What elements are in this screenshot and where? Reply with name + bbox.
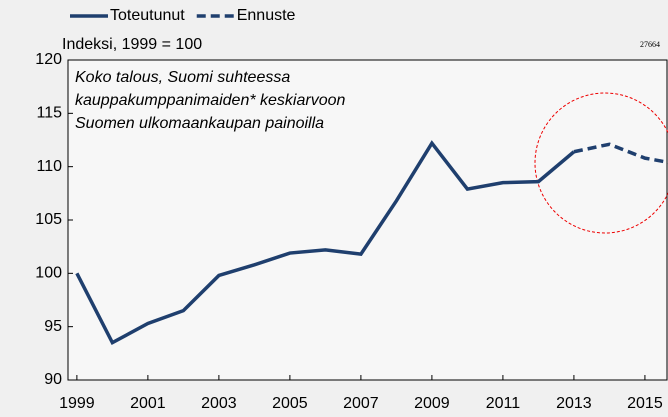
plot-area bbox=[67, 59, 668, 381]
line-series bbox=[573, 142, 668, 165]
annotation: kauppakumppanimaiden* keskiarvoon bbox=[75, 92, 345, 109]
y-tick-label: 95 bbox=[44, 318, 62, 335]
x-tick-label: 2009 bbox=[414, 395, 450, 412]
x-tick-label: 2015 bbox=[627, 395, 663, 412]
annotation: Koko talous, Suomi suhteessa bbox=[75, 69, 290, 86]
y-tick-label: 100 bbox=[35, 265, 62, 282]
x-tick-label: 1999 bbox=[59, 395, 95, 412]
y-tick-label: 105 bbox=[35, 211, 62, 228]
x-tick-label: 2005 bbox=[272, 395, 308, 412]
y-tick-label: 90 bbox=[44, 371, 62, 388]
x-tick-label: 2001 bbox=[130, 395, 166, 412]
line-series bbox=[75, 140, 576, 346]
x-tick-label: 2011 bbox=[486, 395, 521, 412]
x-tick-label: 2013 bbox=[556, 395, 592, 412]
y-tick-label: 110 bbox=[36, 158, 62, 175]
annotation: Suomen ulkomaankaupan painoilla bbox=[75, 115, 324, 132]
y-tick-label: 120 bbox=[35, 51, 62, 68]
chart-code: 27664 bbox=[640, 40, 660, 49]
y-tick-label: 115 bbox=[36, 105, 62, 122]
axis-title: Indeksi, 1999 = 100 bbox=[62, 36, 202, 53]
x-tick-label: 2007 bbox=[343, 395, 379, 412]
x-tick-label: 2003 bbox=[201, 395, 237, 412]
legend-label: Ennuste bbox=[237, 7, 296, 24]
legend-label: Toteutunut bbox=[110, 7, 185, 24]
